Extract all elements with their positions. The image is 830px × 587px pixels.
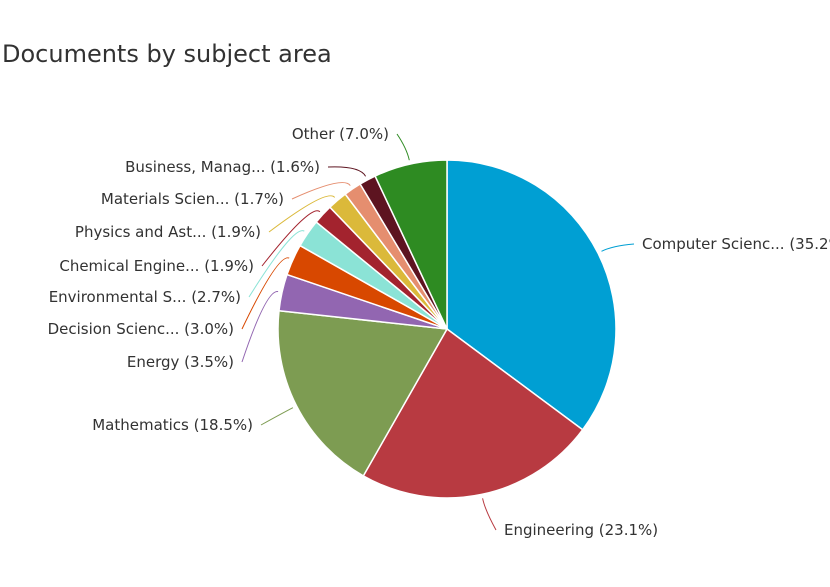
leader-line	[482, 498, 497, 531]
chart-title: Documents by subject area	[2, 40, 332, 68]
slice-label: Mathematics (18.5%)	[92, 416, 253, 434]
leader-line	[260, 407, 294, 426]
pie-slice[interactable]	[277, 309, 449, 477]
leader-line	[241, 257, 290, 330]
slice-label: Chemical Engine... (1.9%)	[59, 257, 254, 275]
pie-slice[interactable]	[374, 159, 448, 330]
leader-line	[291, 182, 351, 200]
leader-line	[241, 291, 279, 363]
slice-label: Energy (3.5%)	[127, 353, 234, 371]
leader-line	[327, 166, 367, 177]
slice-label: Decision Scienc... (3.0%)	[48, 320, 234, 338]
slice-label: Other (7.0%)	[292, 125, 389, 143]
leader-line	[396, 133, 410, 161]
slice-label: Engineering (23.1%)	[504, 521, 658, 539]
leader-line	[268, 195, 336, 233]
leader-line	[261, 210, 321, 267]
pie-slice[interactable]	[446, 159, 617, 431]
slice-label: Physics and Ast... (1.9%)	[75, 223, 261, 241]
slice-label: Computer Scienc... (35.2%)	[642, 235, 830, 253]
pie-slice[interactable]	[362, 327, 584, 499]
slice-label: Environmental S... (2.7%)	[49, 288, 241, 306]
leader-line	[248, 230, 305, 298]
slice-label: Materials Scien... (1.7%)	[101, 190, 284, 208]
leader-line	[601, 243, 635, 252]
slice-label: Business, Manag... (1.6%)	[125, 158, 320, 176]
